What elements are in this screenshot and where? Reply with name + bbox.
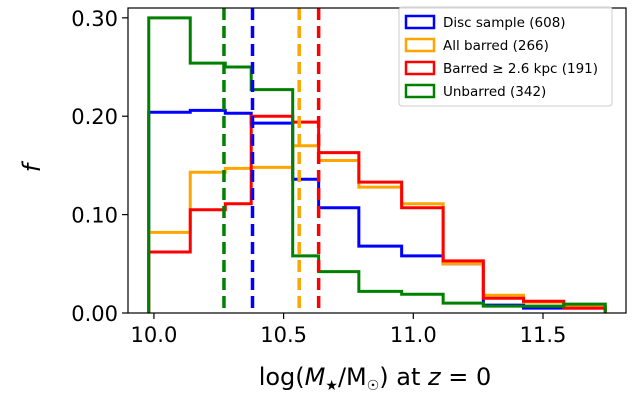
legend-label-2: All barred (266) <box>443 38 549 54</box>
legend: Disc sample (608) All barred (266) Barred … <box>398 6 613 107</box>
y-tick-label: 0.30 <box>71 7 118 31</box>
series-layer <box>147 8 607 313</box>
histogram-series-3 <box>147 114 607 313</box>
axes-frame <box>127 7 627 314</box>
y-tick-label: 0.10 <box>71 204 118 228</box>
legend-label-1: Disc sample (608) <box>443 15 566 31</box>
legend-swatch-2 <box>404 37 436 53</box>
y-axis-label: f <box>18 160 46 172</box>
axes-layer: 10.0 10.5 11.0 11.5 0.00 0.10 0.20 0.30 <box>71 7 627 347</box>
x-tick-label: 10.5 <box>260 323 307 347</box>
x-tick-label: 11.0 <box>390 323 437 347</box>
y-tick-label: 0.00 <box>71 302 118 326</box>
histogram-series-1 <box>147 108 607 313</box>
histogram-series-2 <box>147 144 607 313</box>
x-tick-label: 11.5 <box>520 323 567 347</box>
legend-label-4: Unbarred (342) <box>443 84 546 100</box>
legend-swatch-3 <box>404 60 436 76</box>
legend-swatch-4 <box>404 83 436 99</box>
x-axis-label: log(M★/M☉) at z = 0 <box>259 363 492 394</box>
x-tick-label: 10.0 <box>131 323 178 347</box>
legend-label-3: Barred ≥ 2.6 kpc (191) <box>443 61 598 77</box>
legend-swatch-1 <box>404 14 436 30</box>
y-tick-label: 0.20 <box>71 105 118 129</box>
legend-box <box>398 6 613 107</box>
